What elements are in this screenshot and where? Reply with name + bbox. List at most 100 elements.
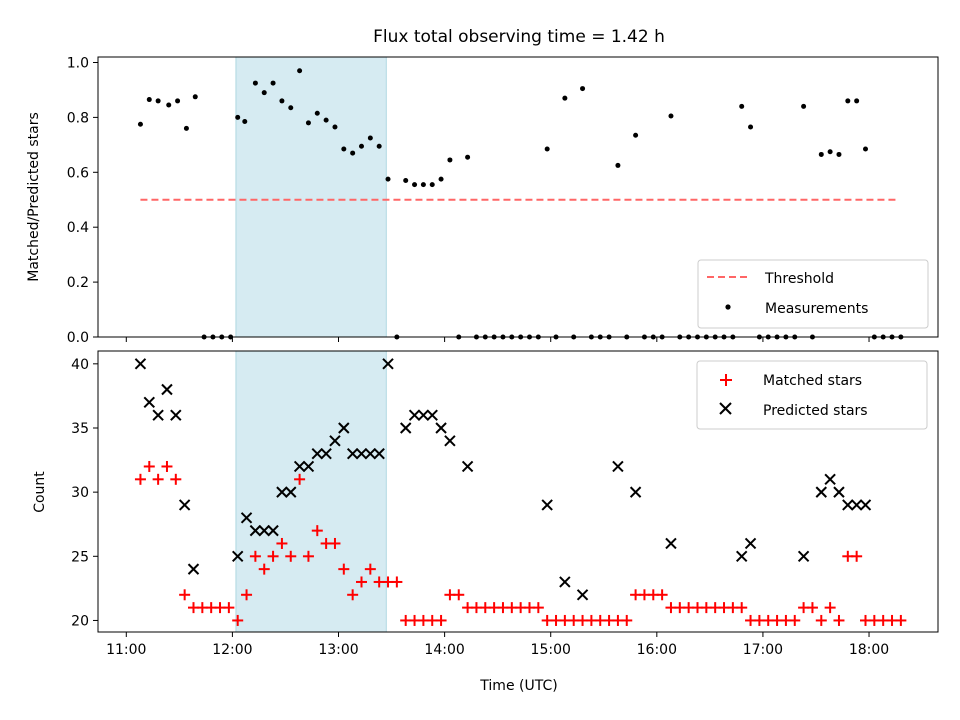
predicted-point	[373, 447, 385, 460]
chart-title: Flux total observing time = 1.42 h	[373, 27, 665, 47]
measurement-point	[261, 90, 267, 96]
predicted-point	[833, 486, 845, 498]
x-axis-label: Time (UTC)	[479, 678, 557, 694]
predicted-point	[629, 486, 642, 498]
top-x-axis	[125, 337, 870, 342]
measurement-point	[323, 117, 329, 123]
top-y-tick-label: 0.8	[67, 110, 89, 126]
measurement-point	[403, 178, 409, 184]
predicted-point	[417, 409, 430, 421]
legend-matched-swatch	[720, 374, 732, 386]
top-y-tick-label: 1.0	[67, 55, 89, 71]
matched-point	[895, 614, 907, 626]
matched-point	[223, 602, 235, 614]
predicted-point	[346, 447, 359, 460]
measurement-point	[341, 146, 347, 152]
predicted-point	[178, 499, 191, 511]
top-legend: Threshold Measurements	[697, 259, 929, 329]
predicted-point	[258, 524, 270, 537]
matched-point	[302, 550, 314, 562]
measurement-point	[235, 114, 241, 120]
matched-point	[815, 614, 827, 626]
matched-point	[621, 614, 633, 626]
predicted-point	[355, 447, 368, 460]
matched-point	[152, 473, 164, 485]
measurement-point	[818, 151, 824, 157]
matched-point	[833, 614, 845, 626]
predicted-point	[311, 447, 323, 460]
matched-point	[249, 550, 261, 562]
matched-point	[294, 473, 306, 485]
matched-point	[736, 602, 748, 614]
legend-matched-label: Matched stars	[763, 373, 862, 389]
predicted-point	[302, 460, 315, 473]
measurement-point	[155, 98, 161, 104]
predicted-point	[815, 486, 827, 498]
predicted-point	[231, 550, 244, 563]
predicted-point	[850, 499, 863, 511]
predicted-point	[461, 460, 474, 473]
matched-point	[824, 602, 836, 614]
measurement-point	[465, 154, 471, 160]
measurement-point	[175, 98, 181, 104]
predicted-point	[382, 358, 394, 370]
matched-point	[258, 563, 270, 575]
measurement-point	[314, 110, 320, 116]
measurement-point	[146, 97, 152, 103]
matched-point	[241, 589, 253, 601]
predicted-point	[399, 422, 412, 434]
predicted-point	[170, 409, 182, 421]
measurement-point	[288, 105, 294, 111]
legend-threshold-label: Threshold	[764, 271, 834, 287]
measurement-point	[748, 124, 754, 130]
predicted-point	[161, 383, 173, 396]
bottom-x-axis: 11:00 12:00 13:00 14:00 15:00 16:00 17:00 18:00	[106, 632, 889, 658]
x-tick-label: 18:00	[849, 642, 889, 658]
x-tick-label: 17:00	[743, 642, 783, 658]
predicted-point	[665, 537, 677, 550]
top-y-axis: 0.0 0.2 0.4 0.6 0.8 1.0	[67, 55, 98, 346]
legend-predicted-label: Predicted stars	[763, 403, 868, 419]
measurement-point	[252, 80, 258, 86]
predicted-point	[541, 499, 553, 511]
measurement-point	[633, 132, 639, 138]
predicted-point	[338, 422, 350, 434]
measurement-point	[350, 150, 356, 156]
predicted-point	[240, 512, 253, 524]
matched-point	[143, 460, 155, 472]
measurement-point	[297, 68, 303, 74]
matched-point	[789, 614, 801, 626]
predicted-point	[824, 473, 836, 486]
bottom-legend: Matched stars Predicted stars	[696, 360, 928, 430]
predicted-point	[744, 537, 757, 550]
predicted-point	[576, 589, 589, 601]
predicted-point	[612, 460, 624, 473]
measurement-point	[305, 120, 311, 126]
bottom-panel: 20 25 30 35 40 11:00 12:00 13:00 14:00 15:00 16:0…	[32, 350, 939, 694]
measurement-point	[192, 94, 198, 100]
legend-predicted-swatch	[719, 402, 732, 415]
measurement-point	[137, 121, 143, 127]
measurement-point	[854, 98, 860, 104]
measurement-point	[668, 113, 674, 119]
bottom-y-tick-label: 25	[71, 549, 89, 565]
predicted-point	[435, 422, 447, 434]
top-y-tick-label: 0.6	[67, 165, 89, 181]
matched-point	[276, 537, 288, 549]
predicted-point	[187, 563, 200, 575]
bottom-y-axis: 20 25 30 35 40	[71, 357, 98, 629]
top-legend-box	[697, 259, 929, 329]
top-highlight-span	[235, 56, 387, 338]
x-tick-label: 14:00	[424, 642, 464, 658]
top-panel: 0.0 0.2 0.4 0.6 0.8 1.0 Matched/Predicted sta…	[26, 55, 939, 346]
bottom-y-axis-label: Count	[32, 471, 48, 513]
measurement-point	[376, 143, 382, 149]
measurement-point	[279, 98, 285, 104]
matched-point	[364, 563, 376, 575]
predicted-point	[249, 524, 262, 537]
bottom-y-tick-label: 40	[71, 357, 89, 373]
matched-point	[532, 602, 544, 614]
predicted-point	[329, 435, 341, 447]
matched-point	[656, 589, 668, 601]
